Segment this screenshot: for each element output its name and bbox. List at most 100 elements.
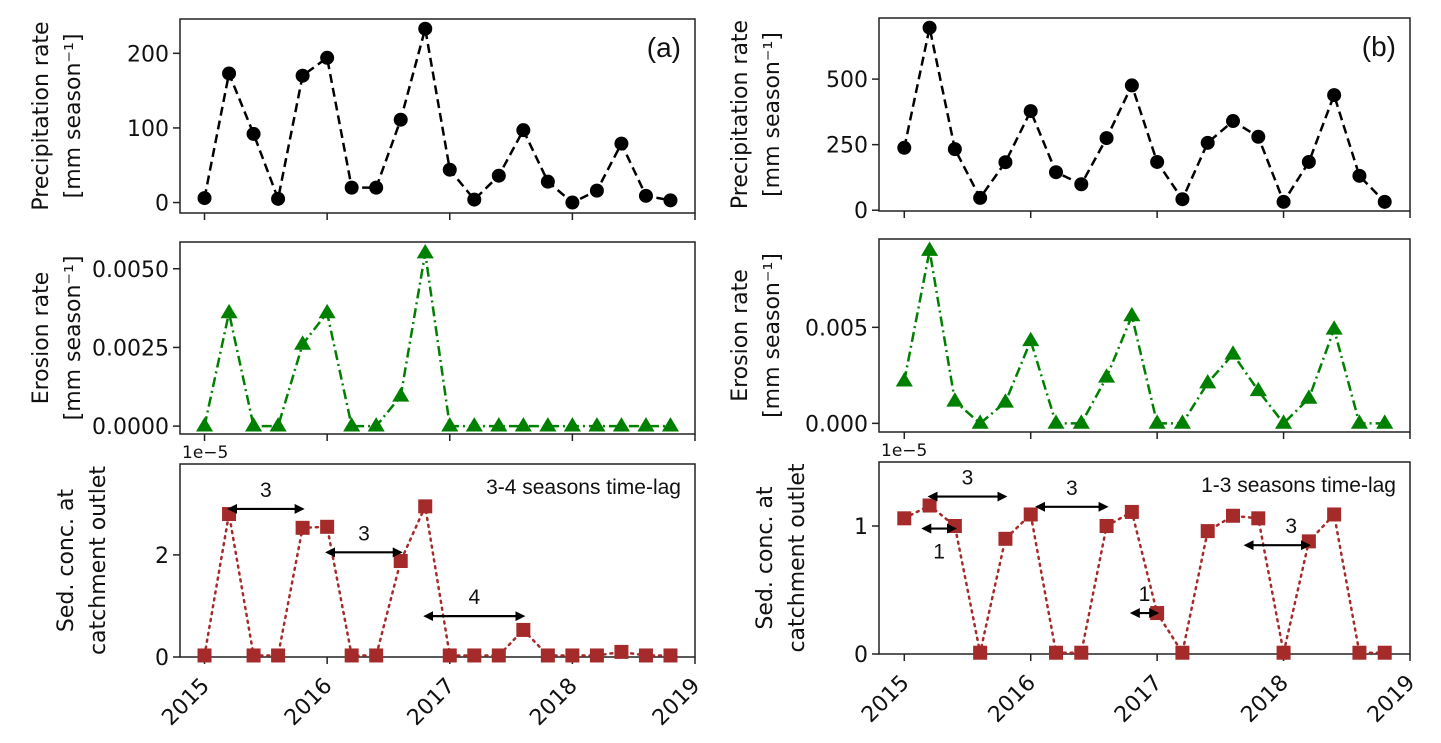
data-point: [393, 112, 408, 127]
data-point: [1200, 135, 1215, 150]
axes-frame: [179, 463, 696, 658]
lag-arrow-label: 3: [962, 467, 974, 490]
y-tick-label: 0: [854, 199, 868, 224]
x-tick-label: 2019: [1363, 671, 1420, 728]
x-tick-label: 2018: [1237, 671, 1294, 728]
data-point: [1072, 414, 1090, 429]
data-point: [663, 648, 678, 663]
data-point: [1199, 374, 1217, 389]
data-point: [1049, 165, 1063, 180]
data-point: [197, 191, 212, 206]
data-point: [1150, 154, 1165, 169]
panel-label: (b): [1362, 31, 1396, 62]
data-point: [344, 648, 359, 663]
y-axis-label: Precipitation rate: [29, 21, 54, 210]
data-point: [895, 372, 913, 387]
axes-frame: [878, 17, 1411, 212]
data-point: [491, 168, 506, 183]
data-point: [269, 417, 287, 432]
data-point: [271, 191, 286, 206]
y-axis-label: Precipitation rate: [728, 20, 753, 209]
data-point: [295, 520, 310, 535]
data-point: [1074, 645, 1089, 660]
y-tick-label: 500: [826, 68, 868, 93]
y-axis-label: Sed. conc. at: [54, 489, 79, 633]
data-point: [589, 183, 604, 198]
data-point: [1325, 320, 1343, 335]
y-axis-label: [mm season⁻¹]: [760, 32, 785, 197]
y-axis-label: [mm season⁻¹]: [760, 253, 785, 418]
data-point: [1173, 414, 1191, 429]
data-point: [1175, 645, 1190, 660]
data-point: [1226, 508, 1240, 523]
data-point: [245, 417, 263, 432]
data-point: [540, 174, 555, 189]
data-point: [1377, 645, 1392, 660]
y-tick-label: 1: [854, 515, 868, 540]
data-point: [222, 66, 237, 81]
data-point: [1276, 194, 1291, 209]
data-point: [442, 162, 457, 177]
data-point: [1275, 414, 1293, 429]
data-point: [369, 180, 384, 195]
lag-arrow-label: 3: [1285, 515, 1297, 538]
data-point: [897, 140, 912, 155]
data-point: [1099, 131, 1114, 146]
series-line: [203, 252, 671, 428]
data-point: [614, 136, 629, 151]
data-point: [540, 648, 555, 663]
y-axis-label: catchment outlet: [86, 466, 111, 655]
lag-arrow-label: 1: [1139, 583, 1151, 606]
y-axis-label: Sed. conc. at: [753, 486, 778, 630]
data-point: [588, 417, 606, 432]
y-tick-label: 0.0050: [92, 258, 169, 283]
data-point: [246, 648, 261, 663]
y-tick-label: 0.0025: [92, 336, 169, 361]
data-point: [295, 68, 310, 83]
data-point: [343, 417, 361, 432]
data-point: [663, 193, 678, 208]
x-tick-label: 2017: [403, 674, 460, 731]
data-point: [973, 190, 988, 205]
axes-frame: [878, 238, 1411, 433]
data-point: [1023, 104, 1038, 119]
data-point: [565, 195, 580, 210]
x-tick-label: 2016: [280, 674, 337, 731]
y-axis-label: [mm season⁻¹]: [61, 34, 86, 199]
data-point: [320, 50, 335, 65]
data-point: [467, 192, 482, 207]
time-lag-annotation: 3-4 seasons time-lag: [486, 476, 681, 499]
data-point: [1301, 154, 1316, 169]
data-point: [1350, 414, 1368, 429]
lag-arrow-label: 4: [468, 586, 480, 609]
y-axis-label: [mm season⁻¹]: [61, 256, 86, 421]
x-tick-label: 2015: [157, 674, 214, 731]
data-point: [539, 417, 557, 432]
data-point: [416, 244, 434, 259]
data-point: [1352, 168, 1367, 183]
lag-arrow-label: 3: [358, 522, 370, 545]
data-point: [637, 417, 655, 432]
data-point: [971, 414, 989, 429]
data-point: [197, 648, 212, 663]
data-point: [589, 648, 604, 663]
data-point: [1022, 331, 1040, 347]
time-lag-annotation: 1-3 seasons time-lag: [1201, 474, 1396, 497]
data-point: [921, 241, 939, 256]
data-point: [661, 417, 680, 432]
y-tick-label: 200: [127, 42, 169, 67]
data-point: [195, 417, 214, 432]
data-point: [1124, 504, 1139, 519]
lag-arrow-label: 1: [933, 541, 945, 564]
data-point: [1251, 511, 1266, 526]
data-point: [465, 417, 483, 432]
y-tick-label: 0.000: [805, 412, 868, 437]
data-point: [565, 648, 580, 663]
data-point: [1200, 524, 1215, 539]
y-axis-label: Erosion rate: [728, 269, 753, 402]
data-point: [947, 519, 962, 533]
series-line: [903, 504, 1386, 656]
data-point: [442, 648, 457, 663]
data-point: [294, 335, 312, 350]
data-point: [998, 155, 1013, 170]
